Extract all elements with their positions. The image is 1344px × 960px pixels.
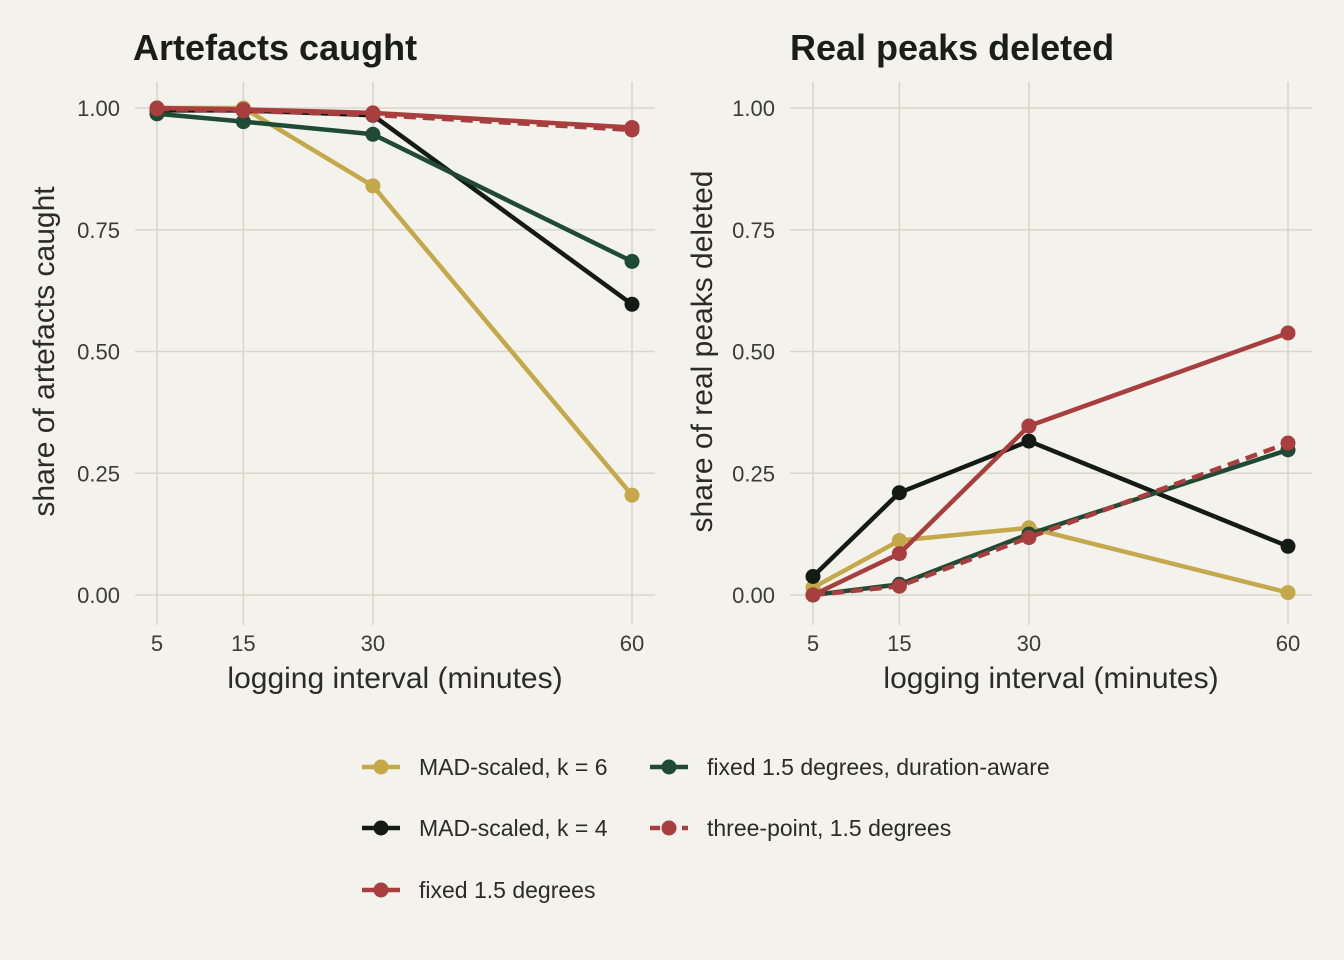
gridlines [135,82,655,625]
series-mad-scaled-k-4 [149,102,640,312]
data-point [235,101,251,117]
data-point [1021,418,1037,434]
y-tick-label: 0.75 [732,218,775,243]
legend-key-point [661,820,677,836]
x-tick-label: 15 [231,631,255,656]
data-point [624,487,640,503]
legend-label: fixed 1.5 degrees [419,877,595,903]
data-point [891,485,907,501]
panel-artefacts-caught: Artefacts caught 0.00 0.25 0.50 0.75 1.00 5 15… [28,27,655,695]
data-point [365,126,381,142]
legend-label: MAD-scaled, k = 6 [419,754,608,780]
series-line [811,525,1289,595]
data-point [149,100,165,116]
data-point [1280,435,1296,451]
data-point [891,532,907,548]
y-tick-label: 0.25 [732,461,775,486]
series-fixed-1-5-degrees [149,100,640,135]
legend-key-point [373,759,389,775]
data-point [891,546,907,562]
data-point [365,178,381,194]
x-tick-label: 60 [620,631,644,656]
series-layer [805,325,1296,603]
x-axis-label: logging interval (minutes) [883,662,1218,695]
data-point [365,105,381,121]
series-line [811,438,1289,579]
legend: MAD-scaled, k = 6 fixed 1.5 degrees, dura… [362,754,1050,903]
y-tick-label: 1.00 [732,96,775,121]
series-line [157,108,634,307]
y-tick-label: 0.00 [732,583,775,608]
x-tick-label: 60 [1276,631,1300,656]
x-tick-label: 30 [361,631,385,656]
x-tick-label: 30 [1017,631,1041,656]
legend-item: MAD-scaled, k = 6 [362,754,608,780]
x-tick-label: 5 [807,631,819,656]
series-fixed-1-5-degrees-duration-aware [805,442,1296,603]
legend-key-point [373,882,389,898]
legend-label: fixed 1.5 degrees, duration-aware [707,754,1050,780]
y-axis-label: share of real peaks deleted [686,171,719,533]
data-point [1021,530,1037,546]
y-tick-label: 0.75 [77,218,120,243]
data-point [1021,433,1037,449]
y-axis-label: share of artefacts caught [28,186,61,517]
legend-label: MAD-scaled, k = 4 [419,815,608,841]
series-line [812,440,1289,598]
data-point [624,253,640,269]
legend-key-point [661,759,677,775]
tick-labels: 0.00 0.25 0.50 0.75 1.00 5 15 30 60 [77,96,644,656]
y-tick-label: 0.50 [77,340,120,365]
series-line [156,105,633,130]
legend-item: fixed 1.5 degrees [362,877,595,903]
y-tick-label: 0.00 [77,583,120,608]
legend-key-point [373,820,389,836]
y-tick-label: 0.50 [732,340,775,365]
legend-item: fixed 1.5 degrees, duration-aware [650,754,1050,780]
y-tick-label: 1.00 [77,96,120,121]
tick-labels: 0.00 0.25 0.50 0.75 1.00 5 15 30 60 [732,96,1300,656]
panel-real-peaks-deleted: Real peaks deleted 0.00 0.25 0.50 0.75 1.00 5… [686,27,1312,695]
data-point [805,568,821,584]
series-fixed-1-5-degrees [805,325,1296,603]
data-point [1280,325,1296,341]
series-line [812,330,1289,598]
data-point [891,578,907,594]
data-point [1280,585,1296,601]
x-axis-label: logging interval (minutes) [227,662,562,695]
data-point [235,114,251,130]
panel-title: Real peaks deleted [790,27,1114,68]
legend-item: MAD-scaled, k = 4 [362,815,608,841]
x-tick-label: 15 [887,631,911,656]
legend-item: three-point, 1.5 degrees [650,815,951,841]
series-line [157,105,634,497]
data-point [1280,538,1296,554]
series-mad-scaled-k-6 [149,100,640,503]
x-tick-label: 5 [151,631,163,656]
y-tick-label: 0.25 [77,461,120,486]
series-layer [149,100,640,503]
data-point [624,119,640,135]
data-point [624,296,640,312]
data-point [805,587,821,603]
panel-title: Artefacts caught [133,27,417,68]
legend-label: three-point, 1.5 degrees [707,815,951,841]
series-fixed-1-5-degrees-duration-aware [149,106,640,269]
series-line [156,111,633,264]
